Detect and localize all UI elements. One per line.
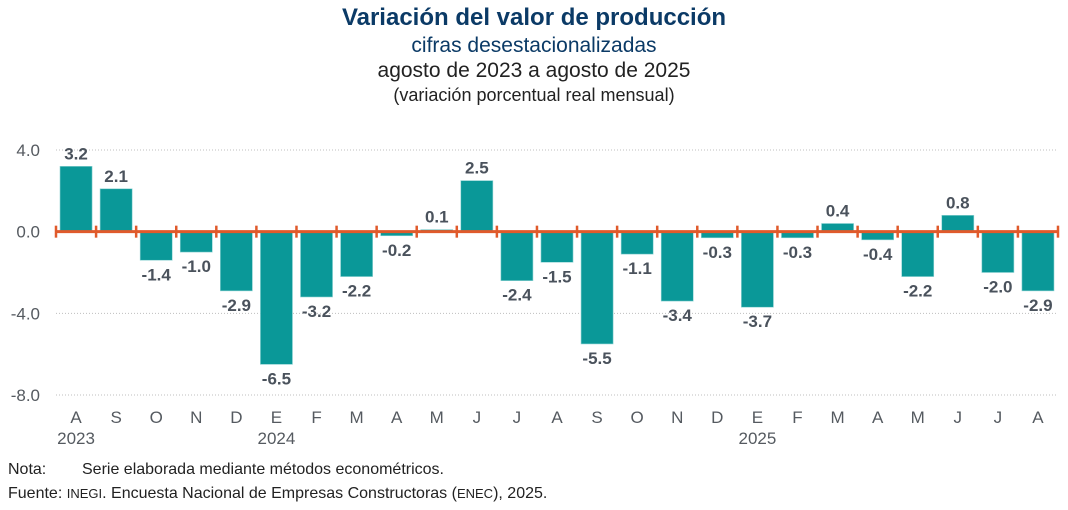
year-label: 2024	[258, 429, 296, 448]
bar	[99, 188, 133, 232]
footnotes: Nota: Serie elaborada mediante métodos ec…	[8, 458, 547, 506]
data-label: -2.2	[342, 282, 371, 301]
data-label: -2.9	[1023, 296, 1052, 315]
bars	[59, 166, 1055, 365]
data-label: -0.4	[863, 245, 893, 264]
data-label: -0.3	[703, 243, 732, 262]
data-label: -5.5	[582, 349, 611, 368]
bar	[660, 231, 694, 302]
bar	[460, 180, 494, 232]
data-label: -2.4	[502, 286, 532, 305]
bar	[540, 231, 574, 263]
year-label: 2025	[738, 429, 776, 448]
data-label: -1.5	[542, 267, 571, 286]
x-tick-label: S	[110, 408, 121, 427]
bar	[981, 231, 1015, 273]
bar	[260, 231, 293, 365]
y-tick-label: -4.0	[11, 304, 40, 323]
zero-axis	[54, 225, 1060, 238]
x-tick-label: M	[911, 408, 925, 427]
year-label: 2023	[57, 429, 95, 448]
data-label: -6.5	[262, 369, 291, 388]
x-tick-label: M	[350, 408, 364, 427]
data-labels: 3.2 2.1 -1.4 -1.0 -2.9 -6.5 -3.2 -2.2 -0.2 0.1 2.5…	[64, 144, 1052, 388]
data-label: 2.1	[104, 167, 128, 186]
x-tick-label: N	[190, 408, 202, 427]
bar	[500, 231, 534, 281]
y-axis-labels: 4.0 0.0 -4.0 -8.0	[11, 141, 40, 405]
chart-titles: Variación del valor de producción cifras…	[0, 0, 1068, 106]
bar	[1021, 231, 1055, 292]
x-tick-label: A	[872, 408, 884, 427]
data-label: -0.3	[783, 243, 812, 262]
bar	[741, 231, 774, 308]
bar	[300, 231, 333, 298]
note-text: Serie elaborada mediante métodos economé…	[82, 461, 444, 478]
x-tick-label: O	[150, 408, 163, 427]
x-tick-label: M	[430, 408, 444, 427]
data-label: -1.1	[623, 259, 652, 278]
x-tick-label: J	[994, 408, 1003, 427]
x-tick-label: E	[752, 408, 763, 427]
data-label: -0.2	[382, 241, 411, 260]
gridlines	[56, 149, 1058, 396]
data-label: -3.2	[302, 302, 331, 321]
bar	[620, 231, 654, 255]
x-tick-label: F	[311, 408, 321, 427]
x-axis-labels: A S O N D E F M A M J J A S O N D E F M A M J J A 2023 2024 2025	[57, 408, 1044, 448]
x-tick-label: F	[792, 408, 802, 427]
x-tick-label: E	[271, 408, 282, 427]
note-line: Nota: Serie elaborada mediante métodos ec…	[8, 458, 547, 482]
bar	[941, 215, 975, 232]
data-label: -2.2	[903, 282, 932, 301]
data-label: -1.0	[182, 257, 211, 276]
bar	[901, 231, 935, 277]
bar	[340, 231, 373, 277]
x-tick-label: A	[391, 408, 403, 427]
x-tick-label: D	[230, 408, 242, 427]
note-label: Nota:	[8, 461, 47, 478]
chart-subtitle: cifras desestacionalizadas	[411, 34, 657, 57]
bar	[59, 166, 93, 232]
x-tick-label: J	[473, 408, 482, 427]
x-tick-label: J	[954, 408, 963, 427]
source-abbr: ENEC	[456, 486, 494, 501]
bar	[139, 231, 173, 261]
data-label: 3.2	[64, 144, 88, 163]
data-label: -3.7	[743, 312, 772, 331]
source-text-end: ), 2025.	[493, 485, 548, 502]
source-org: INEGI	[66, 486, 103, 501]
source-text: . Encuesta Nacional de Empresas Construc…	[102, 485, 457, 502]
data-label: -2.9	[222, 296, 251, 315]
x-tick-label: S	[591, 408, 602, 427]
bar	[580, 231, 614, 345]
chart-period: agosto de 2023 a agosto de 2025	[377, 59, 691, 82]
data-label: -1.4	[142, 265, 172, 284]
x-tick-label: J	[513, 408, 522, 427]
x-tick-label: O	[631, 408, 644, 427]
data-label: 0.8	[946, 193, 970, 212]
bar	[179, 231, 213, 253]
x-tick-label: M	[830, 408, 844, 427]
chart-title: Variación del valor de producción	[341, 4, 727, 31]
source-line: Fuente: INEGI. Encuesta Nacional de Empr…	[8, 482, 547, 506]
bar	[220, 231, 253, 292]
data-label: 0.1	[425, 208, 449, 227]
source-label: Fuente:	[8, 485, 63, 502]
data-label: 0.4	[826, 202, 850, 221]
x-tick-label: A	[551, 408, 563, 427]
y-tick-label: -8.0	[11, 386, 40, 405]
chart-units: (variación porcentual real mensual)	[393, 85, 675, 105]
data-label: -2.0	[983, 278, 1012, 297]
x-tick-label: N	[671, 408, 683, 427]
x-tick-label: A	[70, 408, 82, 427]
x-tick-label: D	[711, 408, 723, 427]
y-tick-label: 4.0	[16, 141, 40, 160]
y-tick-label: 0.0	[16, 223, 40, 242]
data-label: 2.5	[465, 159, 489, 178]
x-tick-label: A	[1032, 408, 1044, 427]
data-label: -3.4	[663, 306, 693, 325]
